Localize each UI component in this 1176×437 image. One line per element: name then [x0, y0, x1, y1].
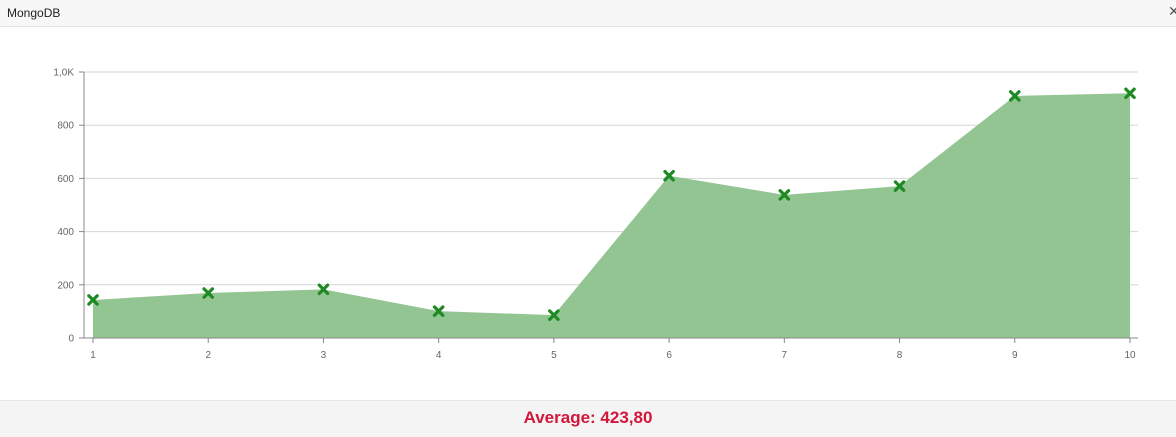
marker-stroke: [548, 309, 560, 321]
y-tick-label: 0: [68, 334, 74, 345]
area-fill: [93, 93, 1130, 338]
data-point: [1124, 87, 1136, 100]
axis-layer: [79, 71, 1138, 343]
marker-stroke: [1124, 87, 1136, 100]
footer: Average: 423,80: [0, 400, 1176, 437]
title-bar: MongoDB ✕: [0, 0, 1176, 27]
y-tick-label: 800: [57, 121, 74, 132]
marker-stroke: [893, 180, 906, 192]
marker-stroke: [778, 189, 791, 201]
x-tick-label: 4: [436, 350, 442, 361]
area-layer: [93, 93, 1130, 338]
y-tick-label: 200: [57, 280, 74, 291]
marker-layer: [87, 87, 1136, 321]
data-point: [893, 180, 906, 192]
close-icon[interactable]: ✕: [1168, 3, 1176, 19]
marker-stroke: [202, 287, 215, 299]
marker-stroke: [432, 305, 445, 317]
x-tick-label: 8: [897, 350, 903, 361]
y-tick-label: 600: [57, 174, 74, 185]
marker-stroke: [1008, 90, 1021, 102]
x-tick-label: 6: [666, 350, 672, 361]
x-tick-label: 1: [90, 350, 96, 361]
data-point: [432, 305, 445, 317]
x-tick-label: 10: [1124, 350, 1136, 361]
window-title: MongoDB: [7, 6, 61, 20]
data-point: [778, 189, 791, 201]
area-chart: 0 200 400 600 800 1,0K 1 2 3 4 5 6 7 8 9 10: [53, 68, 1138, 362]
average-value: Average: 423,80: [523, 408, 653, 427]
data-point: [87, 294, 99, 306]
marker-stroke: [87, 294, 99, 306]
data-point: [548, 309, 560, 321]
y-tick-label: 400: [57, 227, 74, 238]
data-point: [1008, 90, 1021, 102]
y-tick-label: 1,0K: [53, 68, 74, 79]
x-tick-label: 7: [782, 350, 788, 361]
x-tick-label: 5: [551, 350, 557, 361]
data-point: [663, 169, 675, 182]
data-point: [317, 283, 330, 296]
x-tick-label: 9: [1012, 350, 1018, 361]
marker-stroke: [663, 169, 675, 182]
chart-area: 0 200 400 600 800 1,0K 1 2 3 4 5 6 7 8 9 10: [0, 27, 1176, 400]
x-tick-label: 3: [321, 350, 327, 361]
label-layer: 0 200 400 600 800 1,0K 1 2 3 4 5 6 7 8 9 10: [53, 68, 1136, 362]
x-tick-label: 2: [205, 350, 211, 361]
marker-stroke: [317, 283, 330, 296]
data-point: [202, 287, 215, 299]
